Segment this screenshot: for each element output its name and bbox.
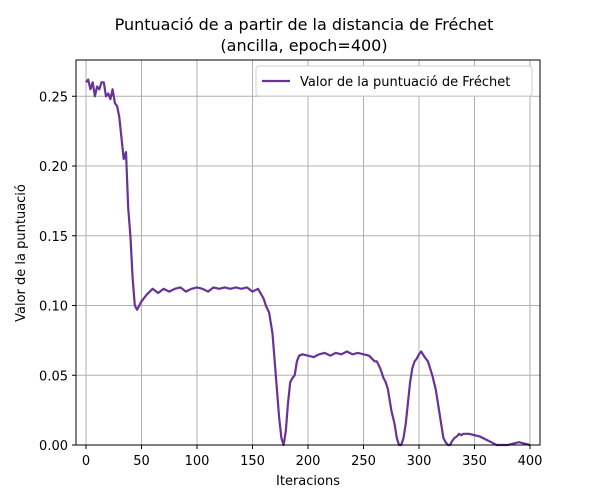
series-layer [85,78,531,447]
series-line [85,78,531,447]
y-tick-label: 0.20 [39,160,68,175]
y-tick-label: 0.15 [39,230,68,245]
x-axis-label: Iteracions [276,474,340,489]
x-axis-ticks: 0 50 100 150 200 250 300 350 400 [82,445,543,469]
y-axis-ticks: 0.00 0.05 0.10 0.15 0.20 0.25 [39,90,76,454]
x-tick-label: 250 [351,454,376,469]
y-tick-label: 0.25 [39,90,68,105]
x-tick-label: 300 [407,454,432,469]
chart-subtitle: (ancilla, epoch=400) [220,36,387,55]
x-tick-label: 350 [462,454,487,469]
legend-box [255,65,533,97]
grid [76,60,540,446]
x-tick-label: 50 [133,454,150,469]
legend: Valor de la puntuació de Fréchet [255,65,533,97]
y-tick-label: 0.05 [39,369,68,384]
y-axis-label: Valor de la puntuació [14,184,29,322]
chart-title: Puntuació de a partir de la distancia de… [115,15,494,34]
x-tick-label: 200 [296,454,321,469]
x-tick-label: 100 [185,454,210,469]
x-tick-label: 400 [518,454,543,469]
legend-label: Valor de la puntuació de Fréchet [300,75,510,90]
x-tick-label: 150 [240,454,265,469]
y-tick-label: 0.00 [39,439,68,454]
y-tick-label: 0.10 [39,300,68,315]
x-tick-label: 0 [82,454,90,469]
